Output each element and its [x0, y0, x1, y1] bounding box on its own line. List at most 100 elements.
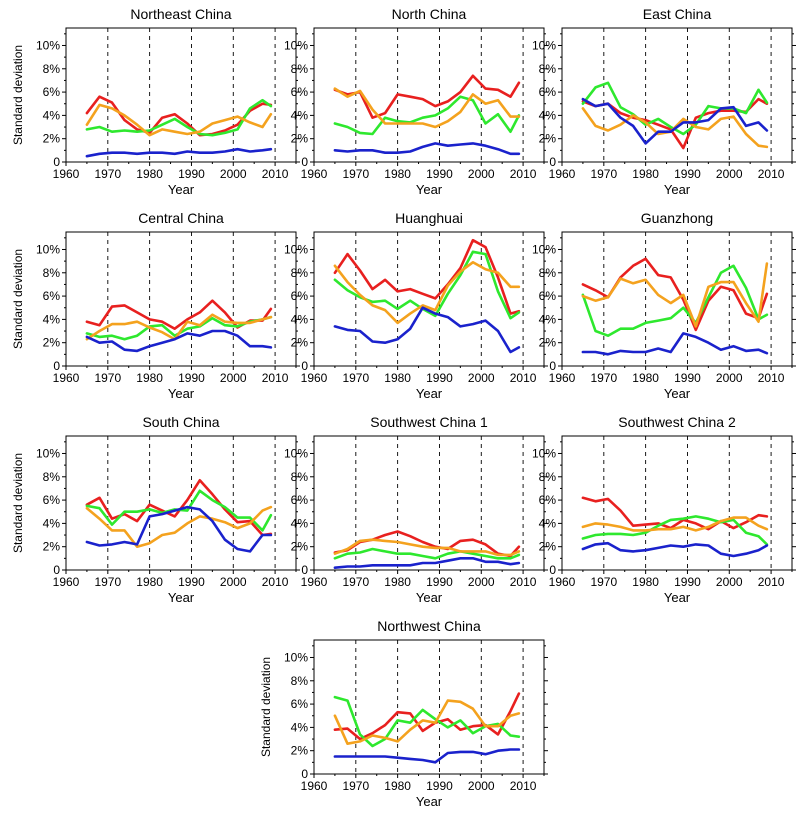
y-tick-label: 6% [291, 697, 309, 711]
series-line-red [333, 74, 521, 119]
y-tick-label: 6% [539, 289, 557, 303]
x-tick-label: 2010 [758, 371, 785, 385]
x-tick-label: 1970 [94, 575, 121, 589]
y-tick-label: 2% [43, 540, 61, 554]
series-line-blue [333, 306, 521, 354]
series-line-orange [581, 262, 769, 328]
y-tick-label: 2% [291, 132, 309, 146]
panel: 1960 1970 1980 1990 2000 2010 0 2% 4% 6% 8% 10% Sout… [11, 414, 300, 605]
panel: 1960 1970 1980 1990 2000 2010 0 2% 4% 6% 8% 10% Guan… [532, 210, 796, 401]
x-tick-label: 2010 [510, 167, 537, 181]
series-line-green [581, 81, 769, 136]
panel: 1960 1970 1980 1990 2000 2010 0 2% 4% 6% 8% 10% Huan… [284, 210, 548, 401]
panel: 1960 1970 1980 1990 2000 2010 0 2% 4% 6% 8% 10% Sout… [284, 414, 548, 605]
plot-frame [313, 435, 545, 571]
x-tick-label: 1990 [426, 575, 453, 589]
x-tick-label: 2010 [758, 167, 785, 181]
y-axis-label: Standard deviation [11, 249, 25, 349]
x-tick-label: 2000 [716, 371, 743, 385]
series-line-green [581, 264, 769, 338]
panel: 1960 1970 1980 1990 2000 2010 0 2% 4% 6% 8% 10% Nort… [11, 6, 300, 197]
series-line-green [333, 547, 521, 560]
series-line-blue [581, 97, 769, 145]
series-line-blue [333, 142, 521, 156]
series-line-blue [581, 332, 769, 356]
x-tick-label: 1960 [301, 575, 328, 589]
y-axis-label: Standard deviation [11, 453, 25, 553]
y-tick-label: 2% [43, 132, 61, 146]
x-tick-label: 1990 [674, 371, 701, 385]
y-tick-label: 10% [284, 650, 308, 664]
series-line-orange [85, 103, 273, 137]
series-line-orange [581, 107, 769, 149]
y-tick-label: 4% [43, 516, 61, 530]
x-axis-label: Year [168, 182, 195, 197]
panel-title: Northwest China [377, 618, 481, 634]
x-tick-label: 1960 [53, 575, 80, 589]
y-tick-label: 4% [291, 312, 309, 326]
x-tick-label: 1970 [94, 371, 121, 385]
y-tick-label: 6% [539, 493, 557, 507]
y-tick-label: 4% [291, 516, 309, 530]
series-line-orange [333, 87, 521, 129]
x-tick-label: 1960 [549, 371, 576, 385]
plot-frame [313, 231, 545, 367]
y-tick-label: 2% [291, 744, 309, 758]
x-tick-label: 1970 [590, 371, 617, 385]
y-tick-label: 8% [291, 62, 309, 76]
series-line-orange [85, 505, 273, 549]
y-tick-label: 0 [301, 563, 308, 577]
x-tick-label: 1980 [384, 371, 411, 385]
series-line-blue [581, 541, 769, 558]
x-axis-label: Year [168, 386, 195, 401]
x-tick-label: 1970 [342, 779, 369, 793]
y-tick-label: 4% [539, 516, 557, 530]
x-tick-label: 1980 [136, 371, 163, 385]
plot-frame [313, 639, 545, 775]
x-tick-label: 1990 [178, 371, 205, 385]
x-tick-label: 1960 [301, 371, 328, 385]
panel-title: North China [392, 6, 467, 22]
x-tick-label: 2010 [262, 575, 289, 589]
y-tick-label: 0 [53, 359, 60, 373]
x-tick-label: 1980 [384, 575, 411, 589]
x-tick-label: 2010 [510, 575, 537, 589]
x-tick-label: 1980 [632, 371, 659, 385]
y-tick-label: 8% [43, 62, 61, 76]
y-tick-label: 10% [36, 242, 60, 256]
x-tick-label: 1960 [53, 167, 80, 181]
series-line-red [85, 95, 273, 137]
y-tick-label: 10% [36, 446, 60, 460]
x-tick-label: 1990 [426, 167, 453, 181]
x-tick-label: 2000 [220, 371, 247, 385]
x-tick-label: 1990 [178, 167, 205, 181]
x-axis-label: Year [416, 182, 443, 197]
x-tick-label: 2010 [262, 167, 289, 181]
x-tick-label: 1990 [674, 575, 701, 589]
y-tick-label: 10% [532, 446, 556, 460]
x-axis-label: Year [416, 590, 443, 605]
y-tick-label: 0 [549, 155, 556, 169]
x-tick-label: 1990 [674, 167, 701, 181]
plot-frame [313, 27, 545, 163]
series-line-orange [333, 260, 521, 325]
series-line-orange [581, 516, 769, 532]
y-tick-label: 0 [53, 563, 60, 577]
y-axis-label: Standard deviation [259, 657, 273, 757]
panel-title: East China [643, 6, 712, 22]
plot-frame [65, 27, 297, 163]
x-tick-label: 1980 [136, 167, 163, 181]
y-tick-label: 6% [43, 85, 61, 99]
x-tick-label: 1990 [426, 371, 453, 385]
x-tick-label: 1980 [632, 167, 659, 181]
panel: 1960 1970 1980 1990 2000 2010 0 2% 4% 6% 8% 10% Cent… [11, 210, 300, 401]
y-tick-label: 0 [549, 563, 556, 577]
x-tick-label: 1960 [549, 575, 576, 589]
panel: 1960 1970 1980 1990 2000 2010 0 2% 4% 6% 8% 10% Nort… [259, 618, 548, 809]
x-tick-label: 1980 [136, 575, 163, 589]
y-tick-label: 2% [539, 540, 557, 554]
y-tick-label: 8% [539, 470, 557, 484]
x-tick-label: 1960 [53, 371, 80, 385]
series-line-green [581, 515, 769, 546]
plot-frame [65, 231, 297, 367]
